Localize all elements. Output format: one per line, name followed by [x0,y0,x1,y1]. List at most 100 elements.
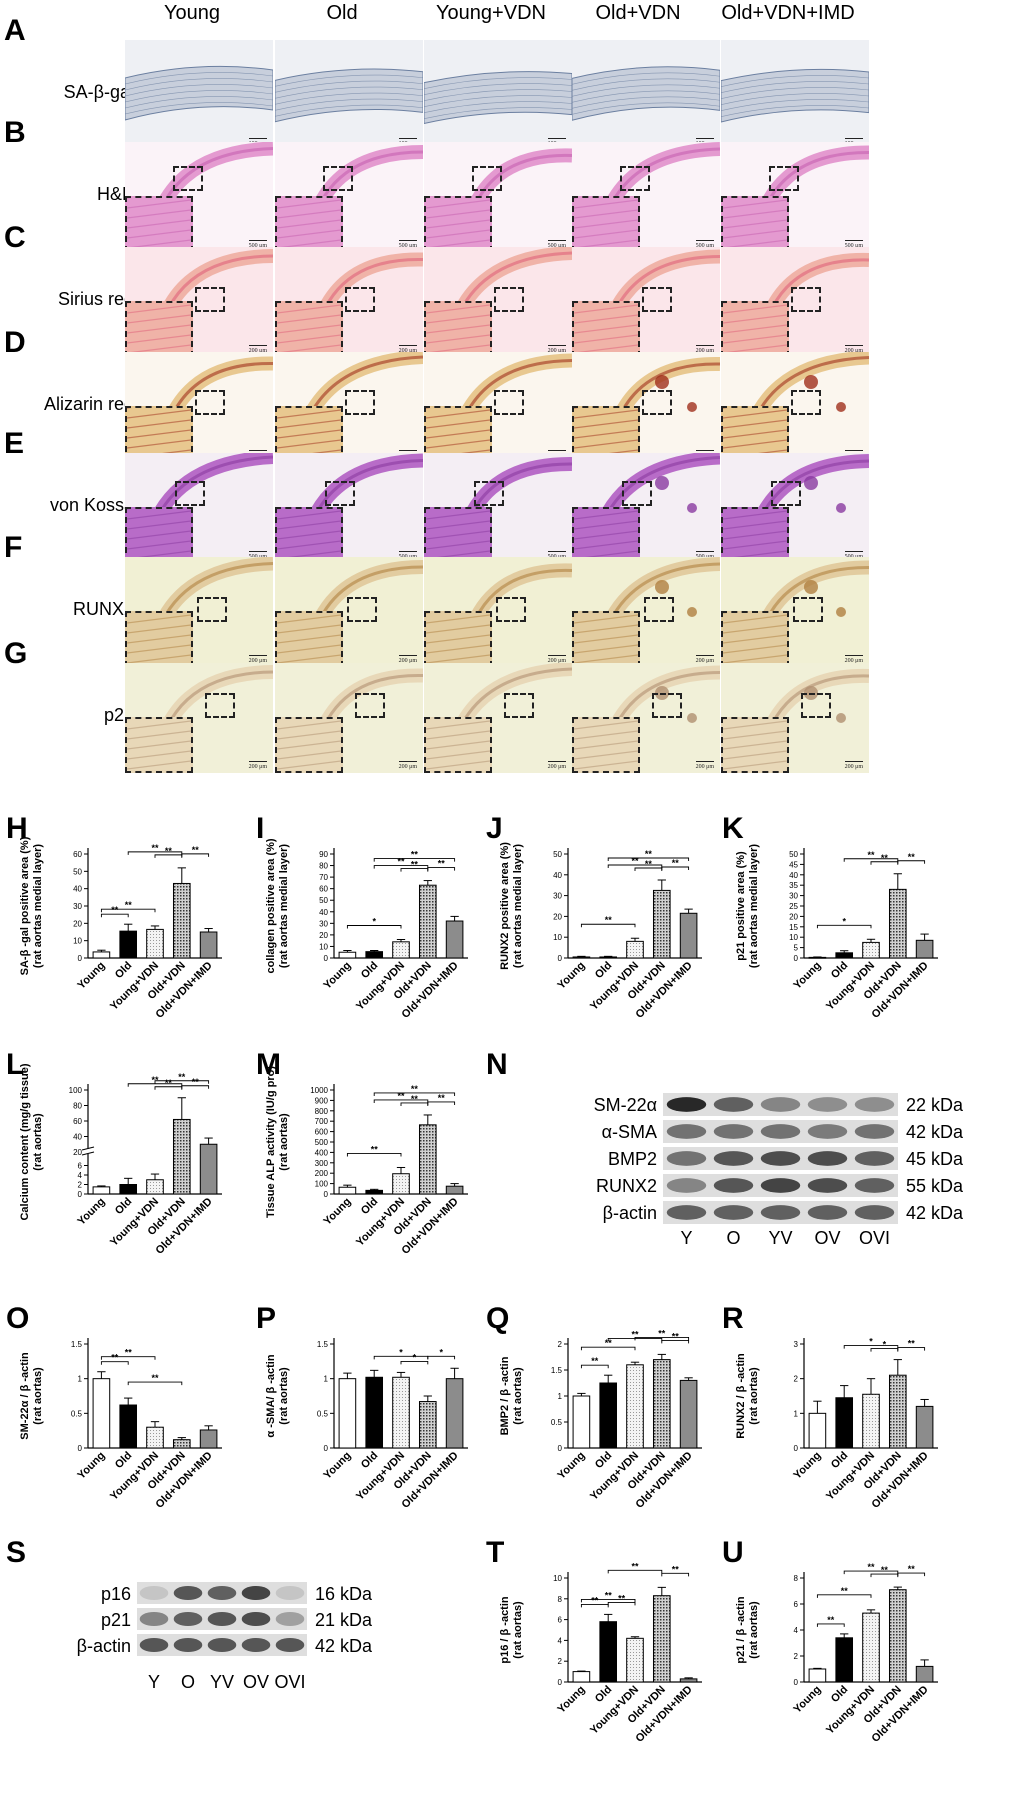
significance-marker: ** [605,915,613,925]
y-tick-label: 25 [789,902,798,911]
y-axis-label: Tissue ALP activity (IU/g pro) [265,1066,277,1218]
inset-region-box [325,481,355,506]
group-title-old-vdn: Old+VDN [595,2,681,24]
bar-h-1 [119,930,138,959]
y-tick-label: 2 [794,1652,799,1661]
band [807,1205,848,1220]
y-axis-label: SA-β -gal positive area (%) [19,836,31,975]
bar-k-4 [915,939,934,959]
significance-marker: ** [827,1615,835,1625]
y-axis-label-secondary: (rat aortas medial layer) [748,844,760,968]
micrograph-g-3: 200 μm [572,663,720,773]
bar-k-3 [888,888,907,959]
bar-u-2 [862,1612,880,1683]
significance-bracket [843,1345,899,1349]
micrograph-g-0: 200 μm [125,663,273,773]
bar-r-1 [835,1397,854,1449]
y-axis-label-secondary: (rat aortas medial layer) [512,844,524,968]
inset-region-box [496,597,526,622]
significance-marker: ** [151,1373,159,1383]
blot-bands [666,1097,895,1112]
lane-label-blot_N-0: Y [680,1228,693,1248]
chart-svg-o: SM-22α / β -actin (rat aortas) 0 0.5 1 1.5 You… [19,1338,222,1511]
inset-magnified [721,710,789,773]
y-tick-label: 1.5 [317,1340,329,1349]
significance-bracket [580,1346,636,1351]
significance-bracket [181,853,210,857]
inset-magnified [572,500,640,563]
significance-bracket [843,858,899,862]
band [139,1611,169,1627]
y-axis-label-secondary: (rat aortas medial layer) [32,844,44,968]
inset-region-box [793,597,823,622]
blot-label-blot_S-1: p21 [100,1610,131,1630]
y-tick-label: 0 [324,954,329,963]
inset-region-box [801,693,831,718]
chart-svg-r: RUNX2 / β -actin (rat aortas) 0 1 2 3 Young Old… [735,1337,938,1511]
bar-p-3 [418,1401,437,1449]
y-tick-label: 900 [315,1096,329,1105]
band [275,1637,305,1653]
y-tick-label: 2 [78,1181,83,1190]
blot-kda-blot_N-0: 22 kDa [906,1095,964,1115]
y-tick-label: 0.5 [317,1409,329,1418]
band [854,1178,895,1193]
micrograph-c-4: 200 μm [721,247,869,357]
micrograph-b-3: 500 μm [572,142,720,252]
chart-o: SM-22α / β -actin (rat aortas) 0 0.5 1 1.5 You… [0,1310,230,1540]
bar-t-4 [679,1678,698,1683]
y-tick-label: 50 [319,896,328,905]
blot-label-blot_N-1: α-SMA [601,1122,657,1142]
y-tick-label: 100 [69,1086,83,1095]
y-tick-label: 5 [794,944,799,953]
x-tick-label: Young [791,960,823,992]
inset-region-box [791,287,821,312]
scale-bar: 200 μm [547,345,567,354]
lane-label-blot_S-1: O [180,1672,195,1692]
blot-kda-blot_N-3: 55 kDa [906,1176,964,1196]
y-tick-label: 0 [794,954,799,963]
significance-bracket [127,1381,183,1386]
micrograph-f-2: 200 μm [424,557,572,667]
inset-magnified [125,604,193,667]
significance-bracket [373,858,456,862]
blot-bands [139,1585,305,1601]
y-tick-label: 0 [78,954,83,963]
inset-region-box [472,166,502,191]
significance-marker: ** [881,1565,889,1575]
significance-marker: ** [111,1353,119,1363]
significance-marker: ** [411,1094,419,1104]
bar-m-1 [365,1189,384,1195]
blot-strip-blot_N-3 [663,1174,898,1197]
blot-kda-blot_N-1: 42 kDa [906,1122,964,1142]
significance-bracket [100,908,156,913]
band [760,1097,801,1112]
significance-marker: ** [397,1091,405,1101]
y-tick-label: 15 [789,923,798,932]
y-axis-label: p16 / β -actin [499,1596,511,1664]
significance-bracket [373,1092,456,1096]
band [241,1637,271,1653]
scale-bar: 200 μm [248,655,268,664]
x-tick-label: Old [829,1684,850,1705]
blot-label-blot_N-3: RUNX2 [595,1176,657,1196]
y-tick-label: 700 [315,1117,329,1126]
band [854,1097,895,1112]
scale-bar: 200 μm [248,345,268,354]
stain-label-6: p21 [103,705,134,725]
lane-label-blot_N-4: OVI [858,1228,890,1248]
micrograph-d-0: 500 μm [125,352,273,462]
significance-marker: ** [631,1561,639,1571]
x-tick-label: Young [555,1450,587,1482]
y-tick-label: 0 [78,1190,83,1199]
significance-bracket [843,1570,899,1575]
band [807,1124,848,1139]
bar-m-2 [392,1173,410,1195]
significance-marker: ** [125,1348,133,1358]
lane-label-blot_S-2: YV [209,1672,234,1692]
y-axis-label-secondary: (rat aortas) [278,1113,290,1171]
panel-letter-q: Q [486,1302,510,1335]
inset-magnified [572,294,640,357]
panel-letter-c: C [4,221,26,254]
